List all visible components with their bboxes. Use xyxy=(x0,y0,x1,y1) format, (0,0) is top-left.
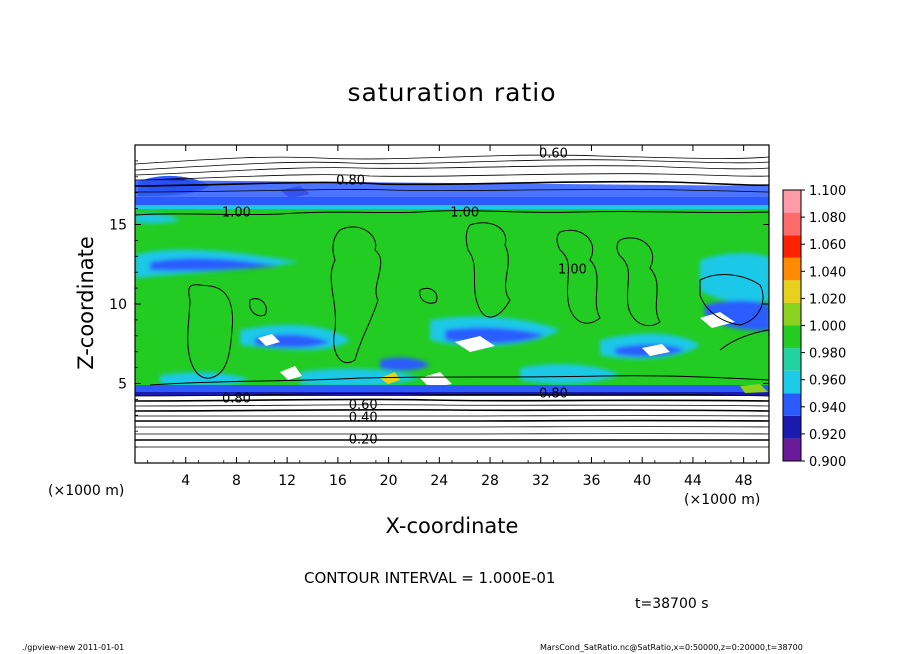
footer-right: MarsCond_SatRatio.nc@SatRatio,x=0:50000,… xyxy=(540,643,803,652)
contour-label: 1.00 xyxy=(222,205,251,220)
cloud-top-layer xyxy=(135,197,769,207)
colorbar-swatch xyxy=(783,302,801,326)
x-tick-label: 4 xyxy=(181,473,190,489)
colorbar-label: 0.900 xyxy=(809,455,846,470)
x-axis-ticks: 4 8 12 16 20 24 28 32 36 40 44 48 xyxy=(147,145,757,489)
colorbar-swatch xyxy=(783,257,801,281)
footer-left: ./gpview-new 2011-01-01 xyxy=(22,643,125,652)
colorbar-label: 0.960 xyxy=(809,374,846,389)
colorbar-label: 0.940 xyxy=(809,401,846,416)
saturation-field xyxy=(135,145,769,463)
colorbar-label: 1.040 xyxy=(809,265,846,280)
y-tick-label: 5 xyxy=(118,377,127,393)
dry-lower-layer xyxy=(135,396,769,463)
y-tick-label: 15 xyxy=(109,218,127,234)
contour-label: 0.20 xyxy=(349,433,378,448)
colorbar-swatch xyxy=(783,348,801,371)
x-axis-unit-left: (×1000 m) xyxy=(48,483,125,499)
contour-label: 1.00 xyxy=(558,263,587,278)
contour-interval-label: CONTOUR INTERVAL = 1.000E-01 xyxy=(304,569,556,587)
x-tick-label: 16 xyxy=(329,473,347,489)
x-tick-label: 28 xyxy=(481,473,499,489)
colorbar-label: 1.060 xyxy=(809,238,846,253)
x-tick-label: 48 xyxy=(735,473,753,489)
contour-lines xyxy=(135,154,769,448)
x-axis-label: X-coordinate xyxy=(385,514,519,538)
x-tick-label: 24 xyxy=(430,473,448,489)
colorbar-swatch xyxy=(783,212,801,236)
colorbar-swatch xyxy=(783,393,801,416)
dry-pockets xyxy=(258,312,735,388)
y-axis-label: Z-coordinate xyxy=(74,236,98,370)
x-tick-label: 44 xyxy=(684,473,702,489)
cloud-top-edge xyxy=(135,205,769,209)
contour-label: 0.60 xyxy=(349,398,378,413)
x-tick-label: 32 xyxy=(532,473,550,489)
time-label: t=38700 s xyxy=(635,596,709,612)
colorbar-label: 1.020 xyxy=(809,292,846,307)
contour-labels: 0.60 0.80 1.00 1.00 1.00 0.80 0.60 0.80 0.40 0.20 xyxy=(222,147,587,448)
cloud-base-layer xyxy=(135,385,769,393)
colorbar-swatch xyxy=(783,415,801,439)
colorbar-label: 1.080 xyxy=(809,211,846,226)
contour-label: 0.80 xyxy=(539,387,568,402)
colorbar-swatch xyxy=(783,280,801,303)
x-tick-label: 20 xyxy=(380,473,398,489)
colorbar-swatch xyxy=(783,438,801,461)
colorbar-swatch xyxy=(783,325,801,349)
y-axis-ticks: 5 10 15 xyxy=(109,160,769,448)
contour-label: 0.80 xyxy=(222,391,251,406)
x-axis-unit-right: (×1000 m) xyxy=(684,492,761,508)
colorbar-label: 1.000 xyxy=(809,320,846,335)
colorbar-label: 1.100 xyxy=(809,184,846,199)
colorbar-swatch xyxy=(783,235,801,258)
y-tick-label: 10 xyxy=(109,297,127,313)
colorbar-label: 0.980 xyxy=(809,347,846,362)
colorbar-swatch xyxy=(783,370,801,394)
x-tick-label: 36 xyxy=(583,473,601,489)
colorbar: 0.900 0.920 0.940 0.960 0.980 1.000 1.020 1.040… xyxy=(782,184,846,470)
contour-label: 0.60 xyxy=(539,147,568,162)
saturated-band xyxy=(135,206,769,392)
contour-label: 0.40 xyxy=(349,410,378,425)
x-tick-label: 8 xyxy=(232,473,241,489)
colorbar-swatch xyxy=(783,190,801,213)
chart-title: saturation ratio xyxy=(347,78,557,107)
contour-label: 0.80 xyxy=(336,174,365,189)
undersaturated-streaks xyxy=(135,213,769,387)
colorbar-label: 0.920 xyxy=(809,428,846,443)
x-tick-label: 12 xyxy=(278,473,296,489)
x-tick-label: 40 xyxy=(633,473,651,489)
contour-label: 1.00 xyxy=(450,205,479,220)
